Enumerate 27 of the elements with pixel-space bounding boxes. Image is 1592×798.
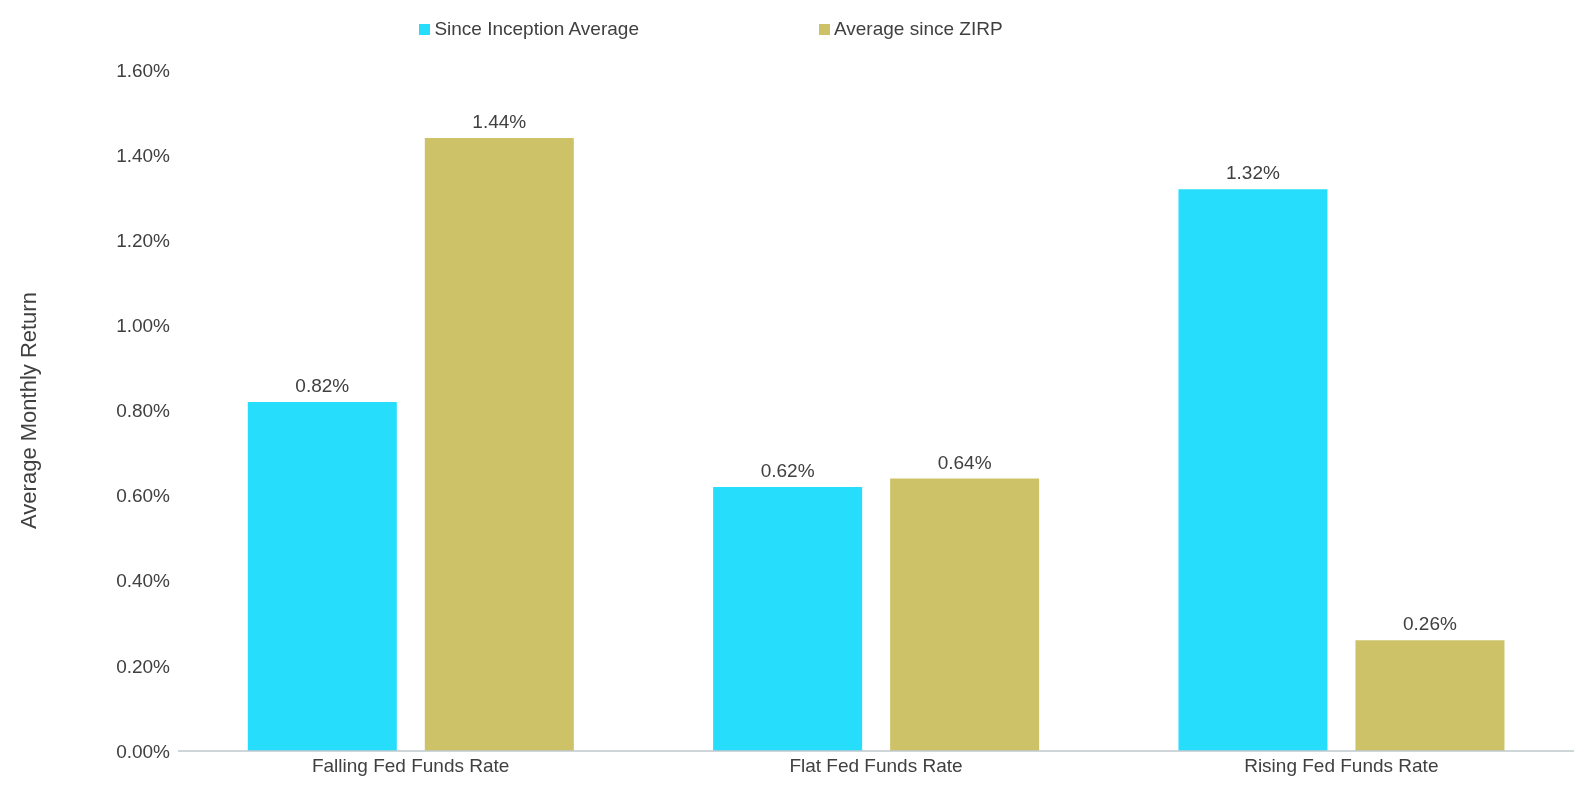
data-label: 0.82% — [295, 374, 350, 396]
bar — [713, 487, 863, 751]
y-axis-title: Average Monthly Return — [15, 292, 41, 529]
y-tick-label: 0.00% — [116, 740, 171, 762]
x-tick-label: Flat Fed Funds Rate — [789, 755, 963, 777]
x-tick-label: Falling Fed Funds Rate — [311, 755, 510, 777]
y-tick-label: 0.40% — [116, 570, 171, 592]
bar — [1355, 640, 1505, 751]
bar — [424, 138, 574, 751]
legend-label: Average since ZIRP — [833, 18, 1003, 39]
y-tick-label: 0.60% — [116, 485, 171, 507]
data-label: 1.32% — [1226, 162, 1281, 184]
y-tick-label: 1.00% — [116, 315, 171, 337]
y-tick-label: 1.20% — [116, 229, 171, 251]
bar — [247, 401, 397, 751]
y-tick-label: 0.20% — [116, 655, 171, 677]
x-tick-label: Rising Fed Funds Rate — [1244, 755, 1439, 777]
bar — [1178, 189, 1328, 751]
data-label: 1.44% — [472, 111, 527, 133]
y-tick-label: 0.80% — [116, 400, 171, 422]
data-label: 0.26% — [1403, 613, 1458, 635]
legend-label: Since Inception Average — [434, 18, 639, 39]
data-label: 0.64% — [937, 451, 992, 473]
data-label: 0.62% — [760, 460, 815, 482]
y-tick-label: 1.60% — [116, 59, 171, 81]
y-tick-label: 1.40% — [116, 144, 171, 166]
bar — [890, 478, 1040, 751]
